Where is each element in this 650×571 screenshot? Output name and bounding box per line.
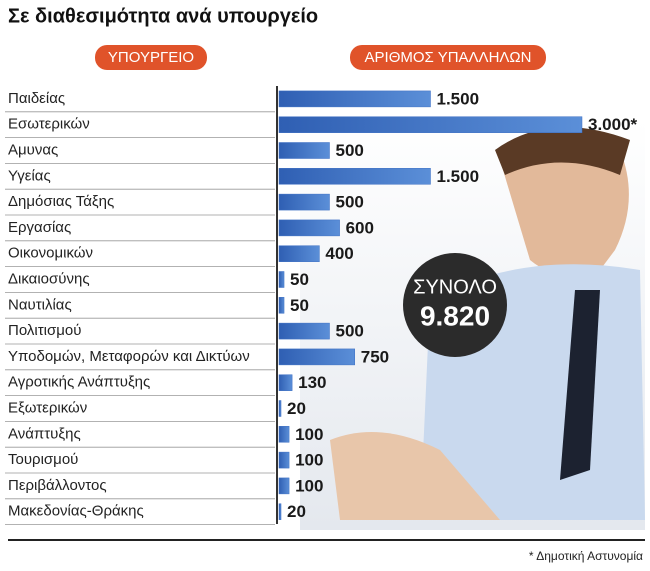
value-label: 50 <box>290 270 309 289</box>
category-label: Πολιτισμού <box>8 322 81 339</box>
value-label: 50 <box>290 296 309 315</box>
category-label: Εσωτερικών <box>8 116 90 133</box>
value-label: 100 <box>295 451 323 470</box>
category-label: Μακεδονίας-Θράκης <box>8 503 144 520</box>
bar <box>278 503 282 520</box>
photo <box>300 120 645 530</box>
category-label: Υγείας <box>8 167 51 184</box>
value-label: 600 <box>346 218 374 237</box>
value-label: 20 <box>287 502 306 521</box>
category-label: Αμυνας <box>8 141 58 158</box>
header-pill <box>95 45 207 70</box>
bar <box>278 426 290 443</box>
bar <box>278 271 285 288</box>
value-label: 20 <box>287 399 306 418</box>
category-label: Δημόσιας Τάξης <box>8 193 114 210</box>
bar <box>278 348 355 366</box>
bar <box>278 477 290 495</box>
bar <box>278 451 290 469</box>
value-label: 130 <box>298 373 326 392</box>
total-badge <box>403 253 507 357</box>
footnote: * Δημοτική Αστυνομία <box>529 549 643 563</box>
value-label: 100 <box>295 425 323 444</box>
bar <box>278 400 282 417</box>
header-pill <box>350 45 546 70</box>
value-label: 400 <box>325 244 353 263</box>
value-label: 750 <box>361 347 389 366</box>
total-label: ΣΥΝΟΛΟ <box>413 276 497 298</box>
bar <box>278 245 320 262</box>
bar <box>278 193 330 211</box>
category-label: Τουρισμού <box>8 451 78 468</box>
bar <box>278 297 285 314</box>
bar <box>278 142 330 159</box>
category-label: Εξωτερικών <box>8 399 87 416</box>
bar <box>278 116 583 133</box>
category-label: Οικονομικών <box>8 245 93 262</box>
category-label: Περιβάλλοντος <box>8 477 107 494</box>
category-header: ΥΠΟΥΡΓΕΙΟ <box>108 49 194 66</box>
category-label: Ανάπτυξης <box>8 425 81 442</box>
value-header: ΑΡΙΘΜΟΣ ΥΠΑΛΛΗΛΩΝ <box>365 49 532 66</box>
value-label: 1.500 <box>437 89 480 108</box>
value-label: 500 <box>336 193 364 212</box>
value-label: 500 <box>336 322 364 341</box>
value-label: 3.000* <box>588 115 638 134</box>
bar <box>278 322 330 340</box>
value-label: 100 <box>295 476 323 495</box>
value-label: 1.500 <box>437 167 480 186</box>
category-label: Παιδείας <box>8 90 65 107</box>
bar <box>278 168 431 185</box>
bar <box>278 90 431 108</box>
category-label: Δικαιοσύνης <box>8 270 90 287</box>
category-label: Εργασίας <box>8 219 71 236</box>
bar <box>278 219 340 237</box>
category-label: Υποδομών, Μεταφορών και Δικτύων <box>8 348 250 365</box>
category-label: Ναυτιλίας <box>8 296 72 313</box>
value-label: 500 <box>336 141 364 160</box>
total-value: 9.820 <box>420 300 490 331</box>
category-label: Αγροτικής Ανάπτυξης <box>8 374 150 391</box>
chart-title: Σε διαθεσιμότητα ανά υπουργείο <box>8 5 318 27</box>
bar <box>278 374 293 391</box>
